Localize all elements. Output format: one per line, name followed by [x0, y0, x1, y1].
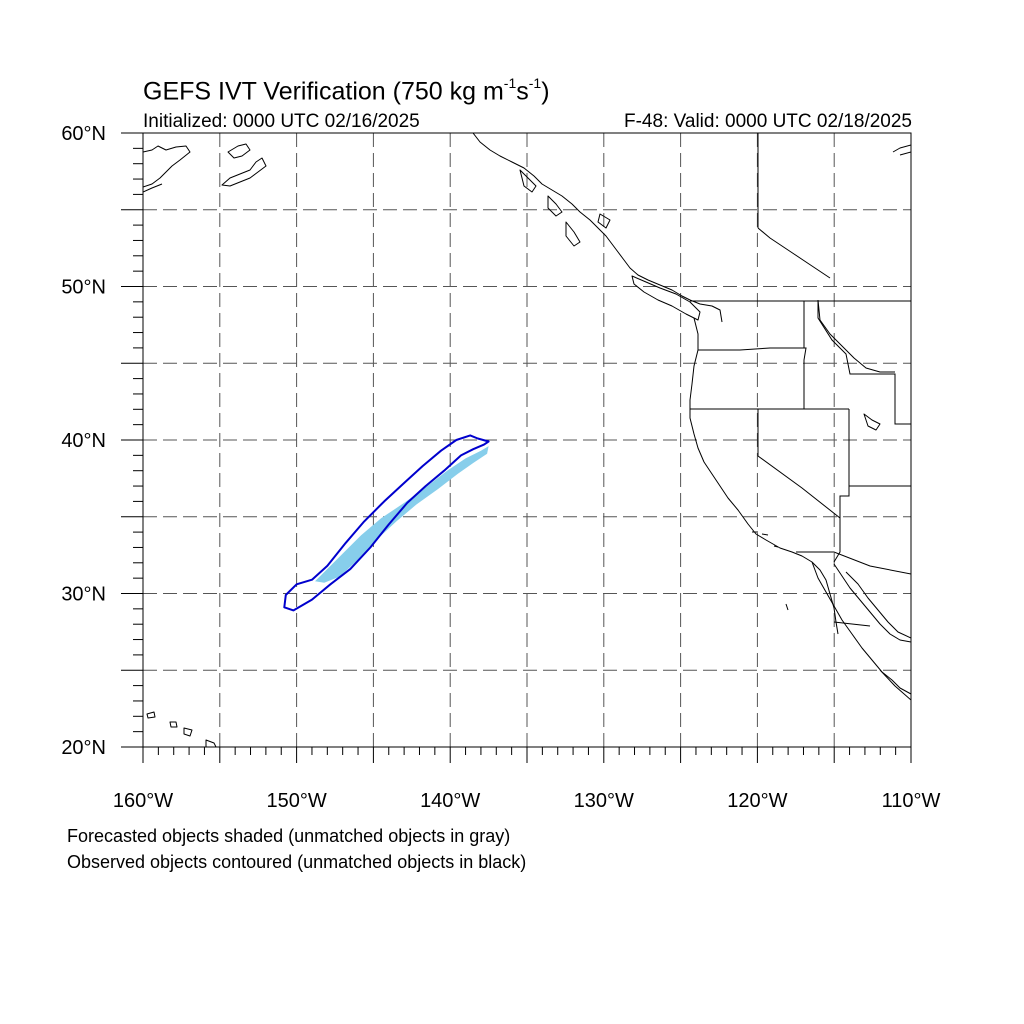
y-tick-label: 20°N: [61, 737, 106, 759]
baja-california: [811, 561, 911, 695]
title-exponent-2: -1: [528, 75, 542, 91]
forecast-objects: [315, 446, 489, 583]
graticule: [143, 133, 911, 747]
southeast-alaska-coast: [472, 133, 723, 323]
hawaii-maui: [183, 727, 193, 737]
california-arizona-border: [833, 518, 841, 563]
y-tick-label: 40°N: [61, 430, 106, 452]
x-tick-label: 150°W: [266, 790, 326, 812]
mexico-mainland: [845, 571, 911, 701]
x-tick-label: 140°W: [420, 790, 480, 812]
gulf-of-california: [833, 563, 911, 643]
us-mexico-border: [796, 551, 911, 575]
great-salt-lake: [863, 413, 881, 431]
y-tick-label: 60°N: [61, 123, 106, 145]
idaho-border: [803, 301, 911, 425]
x-tick-label: 110°W: [882, 790, 941, 812]
y-tick-label: 50°N: [61, 277, 106, 299]
title-text: GEFS IVT Verification (750 kg m: [143, 77, 504, 106]
hawaii-oahu: [169, 721, 178, 728]
vancouver-island: [631, 275, 701, 321]
alaska-inlet: [227, 143, 251, 159]
baja-state-border: [833, 621, 871, 627]
observed-objects: [283, 434, 490, 612]
kodiak-island: [221, 157, 267, 187]
alaska-coastline: [143, 145, 191, 193]
title-unit-s: s: [516, 77, 529, 106]
x-tick-label: 160°W: [113, 790, 173, 812]
hawaii-kauai: [146, 711, 156, 719]
hudson-shore: [892, 144, 911, 156]
axis-labels: 160°W 150°W 140°W 130°W 120°W 110°W 60°N 50°N 40…: [61, 123, 940, 812]
x-tick-label: 130°W: [574, 790, 634, 812]
y-tick-label: 30°N: [61, 584, 106, 606]
valid-time-label: F-48: Valid: 0000 UTC 02/18/2025: [624, 111, 912, 132]
us-west-coastline: [689, 317, 839, 635]
x-tick-label: 120°W: [727, 790, 787, 812]
axis-ticks: [121, 132, 912, 763]
alberta-lake: [817, 299, 895, 373]
title-close-paren: ): [541, 77, 550, 106]
washington-oregon-border: [698, 347, 807, 409]
forecast-note: Forecasted objects shaded (unmatched obj…: [67, 826, 511, 846]
canadian-lake-shore: [757, 227, 831, 279]
channel-islands: [752, 531, 789, 611]
map-title: GEFS IVT Verification (750 kg m-1s-1): [143, 70, 550, 106]
title-exponent-1: -1: [503, 75, 517, 91]
alaska-islands: [519, 169, 611, 247]
base-map: [143, 133, 911, 747]
observed-note: Observed objects contoured (unmatched ob…: [67, 852, 527, 872]
hawaii-big-island: [205, 739, 217, 747]
initialized-label: Initialized: 0000 UTC 02/16/2025: [143, 111, 420, 132]
forecast-object-1: [315, 446, 489, 583]
observed-object-1: [283, 434, 490, 612]
